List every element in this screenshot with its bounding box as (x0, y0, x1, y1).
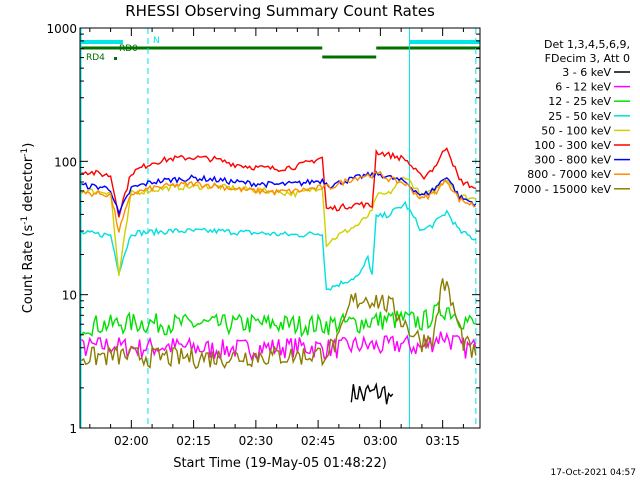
series-line (80, 170, 476, 233)
y-tick-label: 1000 (46, 22, 77, 36)
legend-label: 3 - 6 keV (562, 66, 611, 79)
y-axis: 1 10 100 1000 (46, 22, 480, 436)
chart-title: RHESSI Observing Summary Count Rates (125, 2, 435, 20)
flag-lines (80, 28, 477, 428)
series-line (81, 147, 476, 218)
series-line (81, 200, 476, 291)
series-line (80, 300, 477, 338)
legend-label: 100 - 300 keV (534, 139, 611, 152)
plot-frame (79, 27, 481, 429)
series-line (350, 381, 394, 405)
legend-header-2: FDecim 3, Att 0 (545, 52, 630, 65)
x-tick-label: 02:30 (239, 434, 274, 448)
x-tick-label: 02:15 (176, 434, 211, 448)
footer-date: 17-Oct-2021 04:57 (551, 468, 636, 478)
y-label-part: ) (21, 143, 36, 148)
legend-label: 25 - 50 keV (548, 110, 611, 123)
legend-label: 300 - 800 keV (534, 154, 611, 167)
series-line (81, 331, 477, 362)
x-tick-label: 02:45 (301, 434, 336, 448)
y-tick-label: 10 (62, 289, 77, 303)
y-label-part: detector (21, 156, 36, 216)
y-tick-label: 1 (69, 422, 77, 436)
legend-label: 12 - 25 keV (548, 95, 611, 108)
rd0-label: RD0 (119, 44, 138, 54)
rd4-marker (114, 57, 117, 60)
status-bars (81, 40, 480, 59)
x-tick-label: 03:00 (363, 434, 398, 448)
x-axis-label: Start Time (19-May-05 01:48:22) (173, 456, 387, 471)
legend-label: 6 - 12 keV (555, 81, 611, 94)
series-lines (80, 147, 477, 405)
series-line (81, 176, 477, 276)
legend: Det 1,3,4,5,6,9, FDecim 3, Att 0 3 - 6 k… (513, 38, 630, 196)
legend-header-1: Det 1,3,4,5,6,9, (544, 38, 630, 51)
x-tick-label: 02:00 (114, 434, 149, 448)
night-label: N (153, 36, 160, 46)
legend-label: 7000 - 15000 keV (513, 183, 611, 196)
series-line (81, 278, 477, 370)
y-label-part: Count Rate (s (21, 225, 36, 314)
x-tick-label: 03:15 (425, 434, 460, 448)
y-axis-label: Count Rate (s-1 detector-1) (20, 143, 36, 314)
rd4-label: RD4 (86, 53, 105, 63)
legend-label: 50 - 100 keV (541, 124, 611, 137)
y-label-sup: -1 (20, 216, 30, 225)
y-tick-label: 100 (54, 155, 77, 169)
y-label-sup: -1 (20, 148, 30, 157)
legend-label: 800 - 7000 keV (527, 168, 611, 181)
x-axis: 02:00 02:15 02:30 02:45 03:00 03:15 (89, 28, 464, 448)
